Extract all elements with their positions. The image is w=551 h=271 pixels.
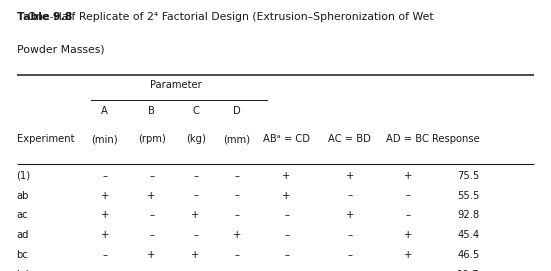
Text: +: +	[403, 230, 412, 240]
Text: 55.5: 55.5	[457, 191, 479, 201]
Text: AD = BC: AD = BC	[386, 134, 429, 144]
Text: +: +	[233, 230, 241, 240]
Text: –: –	[149, 171, 154, 181]
Text: –: –	[193, 191, 198, 201]
Text: –: –	[347, 191, 353, 201]
Text: +: +	[345, 171, 354, 181]
Text: –: –	[234, 210, 240, 220]
Text: +: +	[345, 270, 354, 271]
Text: (rpm): (rpm)	[138, 134, 165, 144]
Text: +: +	[403, 250, 412, 260]
Text: ab: ab	[17, 191, 29, 201]
Text: AC = BD: AC = BD	[328, 134, 371, 144]
Text: 92.8: 92.8	[457, 210, 479, 220]
Text: One-Half Replicate of 2⁴ Factorial Design (Extrusion–Spheronization of Wet: One-Half Replicate of 2⁴ Factorial Desig…	[17, 12, 433, 22]
Text: –: –	[149, 210, 154, 220]
Text: +: +	[147, 270, 156, 271]
Text: 45.4: 45.4	[457, 230, 479, 240]
Text: +: +	[100, 210, 109, 220]
Text: +: +	[191, 250, 200, 260]
Text: Response: Response	[431, 134, 479, 144]
Text: –: –	[102, 171, 107, 181]
Text: –: –	[102, 270, 107, 271]
Text: D: D	[233, 106, 241, 116]
Text: +: +	[282, 191, 291, 201]
Text: +: +	[282, 171, 291, 181]
Text: (min): (min)	[91, 134, 118, 144]
Text: –: –	[405, 210, 410, 220]
Text: (1): (1)	[17, 171, 31, 181]
Text: Parameter: Parameter	[150, 80, 202, 90]
Text: –: –	[347, 250, 353, 260]
Text: –: –	[102, 250, 107, 260]
Text: +: +	[100, 230, 109, 240]
Text: B: B	[148, 106, 155, 116]
Text: ad: ad	[17, 230, 29, 240]
Text: –: –	[193, 230, 198, 240]
Text: –: –	[149, 230, 154, 240]
Text: A: A	[101, 106, 108, 116]
Text: Experiment: Experiment	[17, 134, 74, 144]
Text: (kg): (kg)	[186, 134, 206, 144]
Text: –: –	[405, 270, 410, 271]
Text: –: –	[284, 250, 289, 260]
Text: Powder Masses): Powder Masses)	[17, 44, 104, 54]
Text: Table 9.8: Table 9.8	[17, 12, 72, 22]
Text: +: +	[100, 191, 109, 201]
Text: +: +	[345, 210, 354, 220]
Text: –: –	[234, 191, 240, 201]
Text: ABᵃ = CD: ABᵃ = CD	[263, 134, 310, 144]
Text: –: –	[234, 171, 240, 181]
Text: (mm): (mm)	[223, 134, 251, 144]
Text: +: +	[147, 191, 156, 201]
Text: –: –	[193, 270, 198, 271]
Text: –: –	[234, 250, 240, 260]
Text: C: C	[192, 106, 199, 116]
Text: –: –	[347, 230, 353, 240]
Text: +: +	[403, 171, 412, 181]
Text: 46.5: 46.5	[457, 250, 479, 260]
Text: bc: bc	[17, 250, 28, 260]
Text: ac: ac	[17, 210, 28, 220]
Text: +: +	[233, 270, 241, 271]
Text: –: –	[284, 210, 289, 220]
Text: –: –	[284, 230, 289, 240]
Text: –: –	[405, 191, 410, 201]
Text: +: +	[191, 210, 200, 220]
Text: +: +	[147, 250, 156, 260]
Text: bd: bd	[17, 270, 29, 271]
Text: –: –	[284, 270, 289, 271]
Text: –: –	[193, 171, 198, 181]
Text: 19.7: 19.7	[457, 270, 479, 271]
Text: 75.5: 75.5	[457, 171, 479, 181]
